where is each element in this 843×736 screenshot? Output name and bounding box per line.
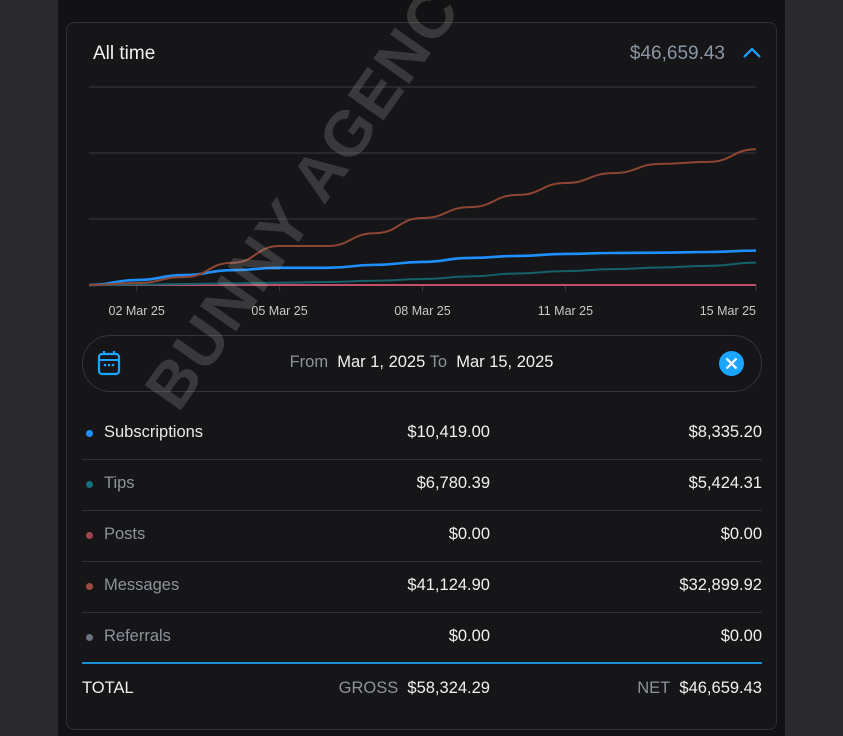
date-range-filter[interactable] <box>82 335 762 392</box>
series-line-messages <box>88 148 757 286</box>
total-label: TOTAL <box>82 679 134 697</box>
gross-label: GROSS <box>338 679 399 697</box>
earnings-chart: 02 Mar 25 05 Mar 25 08 Mar 25 11 Mar 25 15 M… <box>88 86 757 318</box>
chevron-up-icon[interactable] <box>742 46 762 60</box>
earnings-row-posts: Posts $0.00 $0.00 <box>82 510 762 562</box>
row-gross: $0.00 <box>448 627 490 645</box>
legend-dot <box>86 481 93 488</box>
close-icon <box>725 357 738 370</box>
legend-dot <box>86 583 93 590</box>
series-line-tips <box>88 261 757 286</box>
date-range-text: From Mar 1, 2025 To Mar 15, 2025 <box>0 353 843 372</box>
row-net: $32,899.92 <box>679 576 762 594</box>
row-gross: $10,419.00 <box>407 423 490 441</box>
row-label: Posts <box>104 525 146 543</box>
row-gross: $41,124.90 <box>407 576 490 594</box>
row-gross: $0.00 <box>448 525 490 543</box>
row-net: $0.00 <box>720 627 762 645</box>
x-tick-label: 15 Mar 25 <box>700 304 756 318</box>
period-title: All time <box>93 43 156 64</box>
from-label: From <box>289 353 329 371</box>
row-net: $0.00 <box>720 525 762 543</box>
row-label: Subscriptions <box>104 423 204 441</box>
from-date[interactable]: Mar 1, 2025 <box>337 353 426 371</box>
row-label: Referrals <box>104 627 171 645</box>
row-net: $5,424.31 <box>688 474 762 492</box>
row-gross: $6,780.39 <box>416 474 490 492</box>
gross-value: $58,324.29 <box>407 679 490 697</box>
earnings-row-tips: Tips $6,780.39 $5,424.31 <box>82 459 762 511</box>
net-value: $46,659.43 <box>679 679 762 697</box>
earnings-row-referrals: Referrals $0.00 $0.00 <box>82 612 762 663</box>
x-tick-label: 05 Mar 25 <box>251 304 307 318</box>
row-label: Messages <box>104 576 180 594</box>
x-tick-label: 02 Mar 25 <box>109 304 165 318</box>
total-divider <box>82 662 762 664</box>
to-label: To <box>429 353 448 371</box>
legend-dot <box>86 430 93 437</box>
row-net: $8,335.20 <box>688 423 762 441</box>
period-total: $46,659.43 <box>629 43 725 64</box>
x-tick-label: 11 Mar 25 <box>538 304 593 318</box>
gross-total: GROSS $58,324.29 <box>339 679 490 698</box>
x-tick-label: 08 Mar 25 <box>394 304 450 318</box>
calendar-icon[interactable] <box>97 350 121 376</box>
net-label: NET <box>637 679 671 697</box>
legend-dot <box>86 634 93 641</box>
to-date[interactable]: Mar 15, 2025 <box>456 353 554 371</box>
earnings-row-messages: Messages $41,124.90 $32,899.92 <box>82 561 762 613</box>
earnings-row-subscriptions: Subscriptions $10,419.00 $8,335.20 <box>82 408 762 460</box>
row-label: Tips <box>104 474 135 492</box>
net-total: NET $46,659.43 <box>637 679 762 698</box>
legend-dot <box>86 532 93 539</box>
clear-date-button[interactable] <box>719 351 744 376</box>
